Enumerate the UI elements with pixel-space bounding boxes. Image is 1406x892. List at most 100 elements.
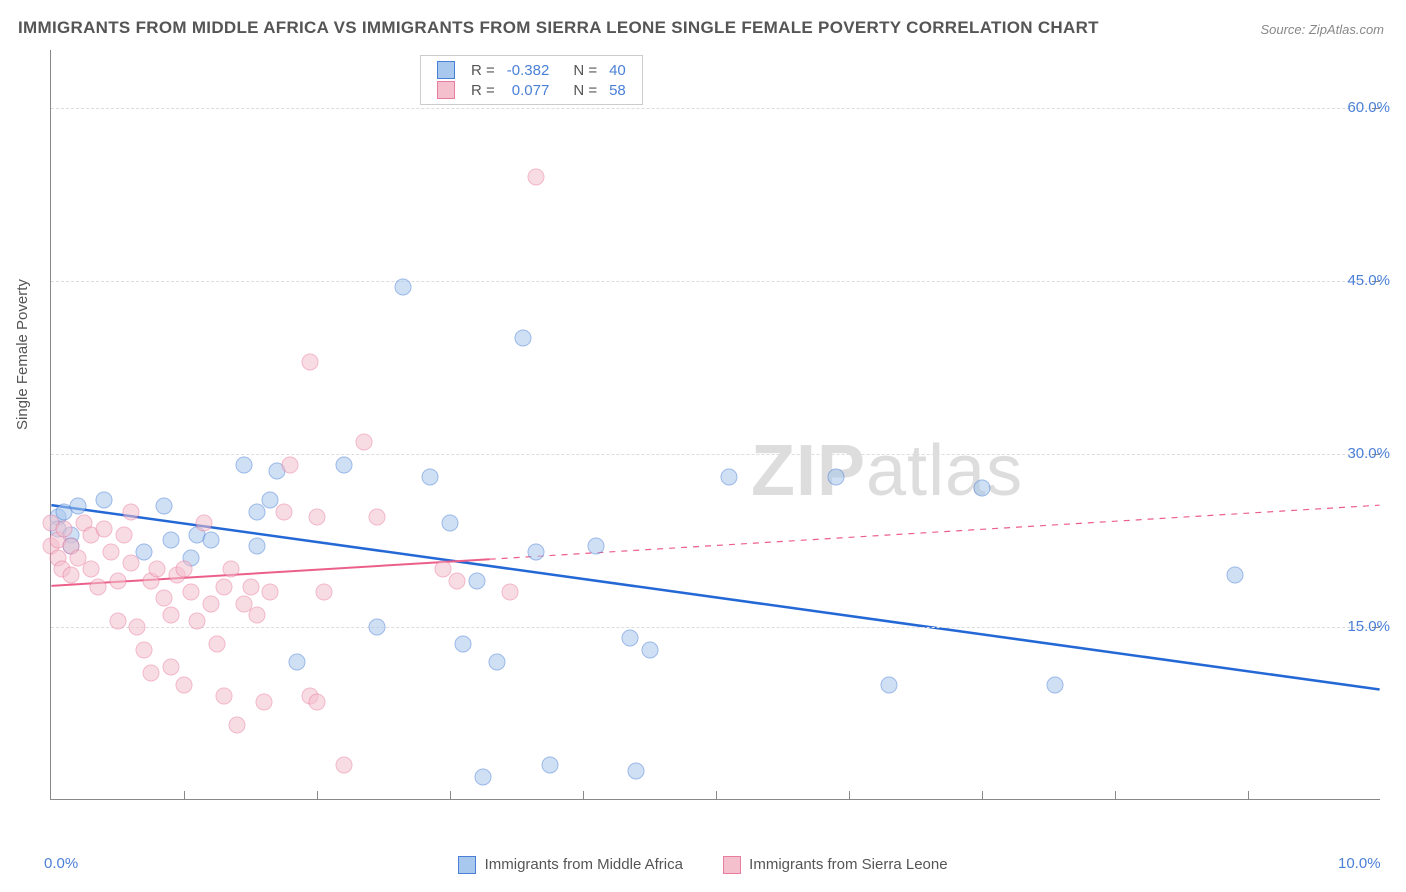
legend-r-value: 0.077 <box>501 80 556 100</box>
source-label: Source: ZipAtlas.com <box>1260 22 1384 37</box>
scatter-point <box>621 630 638 647</box>
legend-n-label: N = <box>567 80 603 100</box>
scatter-point <box>189 613 206 630</box>
x-tick <box>1115 791 1116 799</box>
scatter-point <box>109 572 126 589</box>
scatter-point <box>235 457 252 474</box>
scatter-point <box>82 561 99 578</box>
scatter-point <box>721 468 738 485</box>
scatter-point <box>289 653 306 670</box>
scatter-point <box>69 497 86 514</box>
scatter-point <box>136 543 153 560</box>
scatter-point <box>202 595 219 612</box>
scatter-point <box>195 515 212 532</box>
watermark: ZIPatlas <box>751 430 1023 512</box>
x-tick <box>317 791 318 799</box>
x-tick <box>583 791 584 799</box>
y-tick-label: 30.0% <box>1347 445 1390 462</box>
gridline <box>51 281 1380 282</box>
scatter-point <box>242 578 259 595</box>
scatter-point <box>448 572 465 589</box>
scatter-point <box>628 763 645 780</box>
scatter-point <box>641 642 658 659</box>
legend-r-label: R = <box>465 60 501 80</box>
gridline <box>51 627 1380 628</box>
scatter-point <box>89 578 106 595</box>
y-axis-label: Single Female Poverty <box>14 279 31 430</box>
legend-series-item: Immigrants from Sierra Leone <box>723 856 948 874</box>
gridline <box>51 108 1380 109</box>
scatter-point <box>109 613 126 630</box>
scatter-point <box>215 578 232 595</box>
scatter-point <box>315 584 332 601</box>
x-tick <box>184 791 185 799</box>
scatter-point <box>156 590 173 607</box>
legend-series-item: Immigrants from Middle Africa <box>458 856 683 874</box>
legend-r-value: -0.382 <box>501 60 556 80</box>
scatter-point <box>368 618 385 635</box>
legend-n-label: N = <box>567 60 603 80</box>
scatter-point <box>302 353 319 370</box>
legend-n-value: 58 <box>603 80 632 100</box>
x-tick-label: 0.0% <box>44 855 78 872</box>
x-tick <box>1248 791 1249 799</box>
legend-r-label: R = <box>465 80 501 100</box>
scatter-point <box>282 457 299 474</box>
scatter-point <box>827 468 844 485</box>
scatter-point <box>528 543 545 560</box>
y-tick-label: 45.0% <box>1347 272 1390 289</box>
y-tick-label: 60.0% <box>1347 99 1390 116</box>
scatter-point <box>202 532 219 549</box>
scatter-point <box>262 584 279 601</box>
legend-n-value: 40 <box>603 60 632 80</box>
scatter-point <box>335 457 352 474</box>
scatter-point <box>96 492 113 509</box>
scatter-point <box>176 561 193 578</box>
scatter-point <box>1226 567 1243 584</box>
scatter-point <box>355 434 372 451</box>
scatter-point <box>229 717 246 734</box>
scatter-point <box>215 688 232 705</box>
scatter-point <box>541 757 558 774</box>
scatter-point <box>249 607 266 624</box>
scatter-point <box>249 538 266 555</box>
scatter-point <box>974 480 991 497</box>
plot-area: ZIPatlas <box>50 50 1380 800</box>
scatter-point <box>1047 676 1064 693</box>
scatter-point <box>255 693 272 710</box>
scatter-point <box>275 503 292 520</box>
scatter-point <box>62 567 79 584</box>
scatter-point <box>182 584 199 601</box>
scatter-point <box>102 543 119 560</box>
legend-swatch <box>437 61 455 79</box>
scatter-point <box>309 693 326 710</box>
x-tick <box>716 791 717 799</box>
legend-swatch <box>458 856 476 874</box>
scatter-point <box>515 330 532 347</box>
trend-lines <box>51 50 1380 799</box>
scatter-point <box>162 532 179 549</box>
scatter-point <box>442 515 459 532</box>
scatter-point <box>422 468 439 485</box>
scatter-point <box>209 636 226 653</box>
scatter-point <box>309 509 326 526</box>
legend-series-label: Immigrants from Sierra Leone <box>749 856 947 873</box>
scatter-point <box>96 520 113 537</box>
y-tick-label: 15.0% <box>1347 618 1390 635</box>
legend-series-label: Immigrants from Middle Africa <box>485 856 683 873</box>
watermark-thin: atlas <box>866 431 1023 511</box>
x-tick <box>849 791 850 799</box>
scatter-point <box>488 653 505 670</box>
scatter-point <box>116 526 133 543</box>
scatter-point <box>129 618 146 635</box>
scatter-point <box>455 636 472 653</box>
scatter-point <box>156 497 173 514</box>
gridline <box>51 454 1380 455</box>
scatter-point <box>528 168 545 185</box>
legend-correlation: R =-0.382 N =40 R =0.077 N =58 <box>420 55 643 105</box>
scatter-point <box>368 509 385 526</box>
legend-row: R =0.077 N =58 <box>431 80 632 100</box>
scatter-point <box>880 676 897 693</box>
x-tick <box>982 791 983 799</box>
scatter-point <box>142 665 159 682</box>
